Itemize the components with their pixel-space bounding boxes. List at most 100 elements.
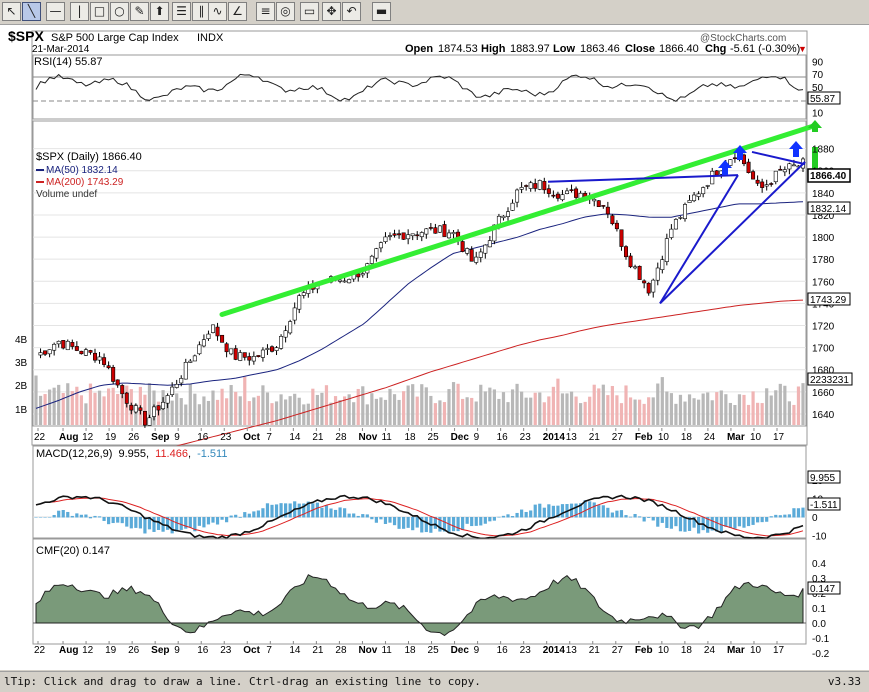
- volume-bar: [243, 376, 247, 425]
- x-tick-label: 26: [128, 645, 140, 656]
- candle-body: [83, 349, 88, 356]
- volume-bar: [175, 393, 179, 425]
- macd-histogram-bar: [288, 503, 292, 518]
- candle-body: [161, 401, 166, 410]
- candle-body: [201, 339, 206, 347]
- x-tick-label: 16: [197, 645, 209, 656]
- select-arrow-tool[interactable]: ↖: [2, 2, 21, 21]
- speed-lines-tool[interactable]: ∠: [228, 2, 247, 21]
- volume-bar: [551, 386, 555, 425]
- candle-body: [70, 342, 75, 347]
- volume-bar: [274, 401, 279, 425]
- vertical-line-tool[interactable]: |: [70, 2, 89, 21]
- text-annotation-tool[interactable]: ✎: [130, 2, 149, 21]
- x-tick-label: 7: [266, 432, 272, 443]
- price-tick-label: 1800: [812, 233, 835, 244]
- x-tick-label: Feb: [635, 645, 653, 656]
- macd-histogram-bar: [175, 517, 179, 532]
- candle-body: [74, 346, 79, 351]
- candle-body: [660, 259, 665, 270]
- volume-bar: [497, 398, 501, 425]
- ellipse-outline-tool[interactable]: ◎: [276, 2, 295, 21]
- macd-histogram-bar: [111, 517, 115, 524]
- macd-histogram-bar: [48, 517, 52, 518]
- macd-histogram-bar: [284, 503, 288, 518]
- svg-text:Low: Low: [553, 43, 575, 55]
- macd-histogram-bar: [692, 517, 696, 528]
- delete-tool[interactable]: ▬: [372, 2, 391, 21]
- macd-histogram-bar: [93, 515, 97, 518]
- macd-histogram-bar: [506, 514, 510, 518]
- volume-bar: [38, 395, 43, 425]
- x-tick-label: Feb: [635, 432, 653, 443]
- fibonacci-tool[interactable]: ☰: [172, 2, 191, 21]
- volume-bar: [674, 403, 678, 425]
- undo-tool[interactable]: ↶: [342, 2, 361, 21]
- volume-bar: [787, 401, 791, 425]
- macd-histogram-bar: [129, 517, 133, 529]
- volume-bar: [111, 387, 115, 425]
- rectangle-tool[interactable]: □: [90, 2, 109, 21]
- candle-body: [696, 193, 701, 197]
- svg-text:Close: Close: [625, 43, 655, 55]
- macd-histogram-bar: [715, 517, 719, 532]
- raffs-channel-tool[interactable]: ▭: [300, 2, 319, 21]
- macd-histogram-bar: [274, 504, 279, 518]
- line-tool[interactable]: ╲: [22, 2, 41, 21]
- candle-body: [111, 366, 116, 382]
- candle-body: [43, 350, 48, 355]
- x-tick-label: 12: [82, 432, 94, 443]
- candle-body: [714, 170, 719, 176]
- volume-bar: [261, 385, 265, 425]
- x-tick-label: 18: [681, 645, 693, 656]
- x-tick-label: 16: [497, 432, 509, 443]
- candle-body: [124, 392, 129, 404]
- cmf-panel: 0.40.30.20.10.0-0.1-0.2 CMF(20) 0.147 0.…: [32, 538, 841, 660]
- candle-body: [292, 307, 297, 321]
- pan-tool[interactable]: ✥: [322, 2, 341, 21]
- volume-bar: [515, 383, 519, 425]
- candle-body: [387, 235, 392, 237]
- wave-tool[interactable]: ∿: [208, 2, 227, 21]
- macd-histogram-bar: [651, 517, 655, 521]
- macd-histogram-bar: [751, 517, 755, 525]
- volume-bar: [120, 395, 124, 425]
- chart-area[interactable]: RSI(14) 55.87 9070503010 55.87 $SPX S&P …: [0, 25, 869, 670]
- macd-histogram-bar: [347, 513, 351, 518]
- quadrant-lines-tool[interactable]: ≡: [256, 2, 275, 21]
- volume-bar: [574, 396, 578, 425]
- volume-bar: [715, 392, 719, 425]
- volume-bar: [424, 387, 428, 425]
- volume-bar: [315, 394, 319, 425]
- x-tick-label: Sep: [151, 645, 169, 656]
- stock-chart[interactable]: RSI(14) 55.87 9070503010 55.87 $SPX S&P …: [0, 25, 869, 670]
- macd-histogram-bar: [583, 500, 587, 518]
- volume-bar: [97, 390, 102, 425]
- volume-bar: [383, 399, 388, 425]
- volume-bar: [533, 392, 537, 425]
- volume-bar: [624, 385, 628, 425]
- volume-bar: [719, 390, 723, 425]
- price-tick-label: 1780: [812, 255, 835, 266]
- candle-body: [769, 183, 774, 185]
- horizontal-line-tool[interactable]: —: [46, 2, 65, 21]
- ellipse-tool[interactable]: ○: [110, 2, 129, 21]
- x-tick-label: 10: [658, 645, 670, 656]
- volume-bar: [588, 396, 592, 425]
- blue-resistance-line: [547, 174, 739, 183]
- macd-histogram-bar: [733, 517, 737, 529]
- volume-bar: [778, 383, 782, 425]
- macd-line: [35, 494, 804, 540]
- macd-histogram-bar: [84, 514, 88, 518]
- arrow-annotation-tool[interactable]: ⬆: [150, 2, 169, 21]
- candle-body: [601, 205, 606, 207]
- svg-text:1883.97: 1883.97: [510, 43, 550, 55]
- candle-body: [211, 324, 216, 333]
- volume-bar: [461, 398, 465, 425]
- drawing-toolbar: ↖ ╲ — | □ ○ ✎ ⬆ ☰ ∥ ∿ ∠ ≡ ◎ ▭ ✥ ↶ ▬: [0, 0, 869, 25]
- macd-histogram-bar: [606, 507, 610, 518]
- volume-bar: [442, 402, 447, 425]
- x-tick-label: 18: [405, 645, 417, 656]
- cmf-tick-label: -0.1: [812, 634, 830, 645]
- volume-bar: [774, 390, 778, 425]
